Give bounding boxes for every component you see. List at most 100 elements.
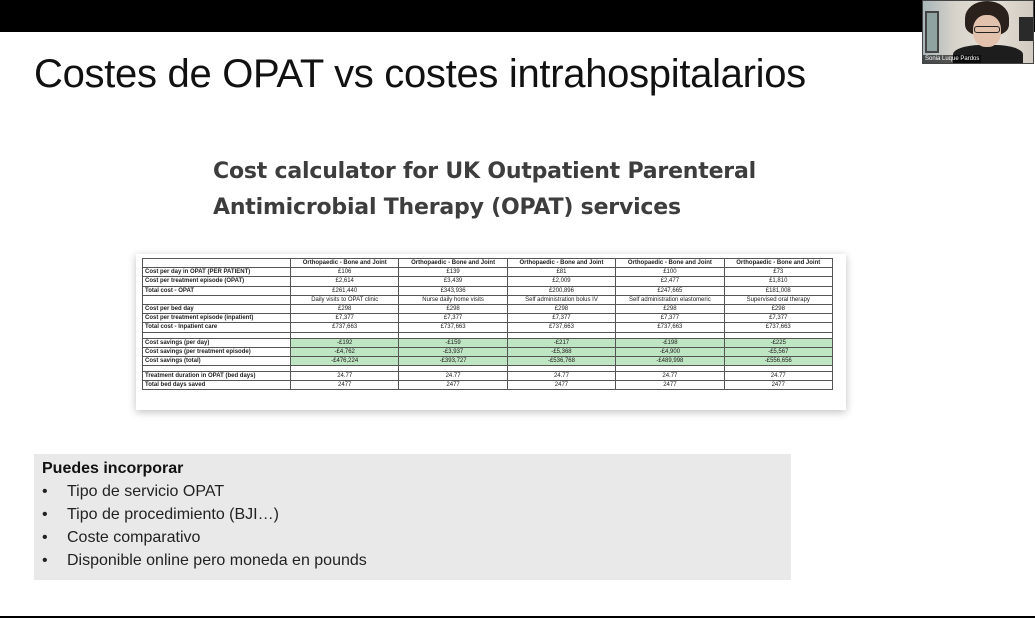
table-cell: Daily visits to OPAT clinic [289,294,400,305]
table-cell: Supervised oral therapy [723,294,833,305]
notes-item: • Tipo de servicio OPAT [42,480,783,503]
notes-item: • Coste comparativo [42,526,783,549]
table-cell: £181,008 [723,285,833,296]
table-cell: £737,663 [289,322,400,333]
row-label: Total cost - Inpatient care [142,322,291,333]
table-cell: 24.77 [398,371,508,382]
bullet-icon: • [42,483,48,500]
calculator-heading-line-2: Antimicrobial Therapy (OPAT) services [213,195,681,220]
row-label: Total bed days saved [142,380,291,391]
table-cell: -£5,368 [506,346,617,357]
notes-item: • Disponible online pero moneda en pounds [42,549,783,572]
table-cell: 2477 [723,380,833,391]
table-cell: £298 [615,303,725,315]
table-cell: Self administration elastomeric [615,294,725,305]
presentation-slide: Costes de OPAT vs costes intrahospitalar… [0,32,1035,616]
table-cell: 24.77 [723,371,833,382]
table-corner-cell [142,257,291,269]
bullet-icon: • [42,506,48,523]
notes-list: • Tipo de servicio OPAT • Tipo de procedim… [42,480,783,572]
top-bar [0,0,1035,32]
table-cell: 24.77 [289,371,400,382]
calculator-heading: Cost calculator for UK Outpatient Parent… [213,154,756,226]
table-cell: 2477 [506,380,617,391]
table-cell: £139 [398,267,508,278]
row-label: Cost per treatment episode (OPAT) [142,276,291,287]
table-cell: £1,810 [723,276,833,287]
table-row: Cost per bed day £298 £298 £298 £298 £298 [142,303,833,315]
participant-face [973,15,1001,47]
table-cell: £247,665 [615,285,725,296]
participant-glasses [974,26,1000,33]
row-label: Cost savings (per day) [142,337,291,348]
notes-item: • Tipo de procedimiento (BJI…) [42,503,783,526]
table-cell: -£225 [723,337,833,348]
table-row: Cost savings (total) -£476,224 -£393,727 -£… [142,355,833,367]
table-cell: 2477 [289,380,400,391]
table-cell: £3,439 [398,276,508,287]
table-column-header: Orthopaedic - Bone and Joint [289,257,400,269]
cost-calculator-table-image: Orthopaedic - Bone and Joint Orthopaedic … [136,254,846,410]
row-label: Cost per day in OPAT (PER PATIENT) [142,267,291,278]
table-cell: £7,377 [723,313,833,324]
table-cell: -£3,937 [398,346,508,357]
slide-title: Costes de OPAT vs costes intrahospitalar… [34,52,806,96]
bullet-icon: • [42,529,48,546]
table-cell: £298 [723,303,833,315]
row-label: Total cost - OPAT [142,285,291,296]
table-cell: 2477 [398,380,508,391]
table-cell: £298 [506,303,617,315]
table-cell: -£198 [615,337,725,348]
participant-video-tile[interactable]: Sonia Luque Pardos [922,0,1034,64]
table-cell: -£192 [289,337,400,348]
participant-name-label: Sonia Luque Pardos [923,55,982,63]
row-label: Cost savings (per treatment episode) [142,346,291,357]
table-cell: -£4,900 [615,346,725,357]
table-column-header: Orthopaedic - Bone and Joint [723,257,833,269]
bottom-bar [0,616,1035,618]
table-cell: 24.77 [506,371,617,382]
table-row: Total cost - Inpatient care £737,663 £737,… [142,322,833,333]
table-cell: £2,009 [506,276,617,287]
table-cell: -£217 [506,337,617,348]
table-cell: £2,614 [289,276,400,287]
table-cell: -£393,727 [398,355,508,367]
table-cell: £7,377 [615,313,725,324]
row-label: Cost savings (total) [142,355,291,367]
table-cell: -£159 [398,337,508,348]
table-cell: £73 [723,267,833,278]
table-row: Cost per treatment episode (inpatient) £7… [142,313,833,324]
table-header-row: Orthopaedic - Bone and Joint Orthopaedic … [142,257,833,269]
table-cell: £298 [289,303,400,315]
row-label: Cost per treatment episode (inpatient) [142,313,291,324]
table-cell: Nurse daily home visits [398,294,508,305]
table-cell: -£556,656 [723,355,833,367]
table-cell: £81 [506,267,617,278]
table-cell: £298 [398,303,508,315]
row-label: Cost per bed day [142,303,291,315]
table-row: Treatment duration in OPAT (bed days) 24.… [142,371,833,382]
table-cell: £7,377 [289,313,400,324]
table-row: Cost savings (per day) -£192 -£159 -£217 -£1… [142,337,833,348]
table-cell: £2,477 [615,276,725,287]
notes-box: Puedes incorporar • Tipo de servicio OPAT… [34,454,791,580]
table-row: Total bed days saved 2477 2477 2477 2477 2477 [142,380,833,391]
table-column-header: Orthopaedic - Bone and Joint [398,257,508,269]
table-column-header: Orthopaedic - Bone and Joint [615,257,725,269]
table-cell: £737,663 [506,322,617,333]
table-column-header: Orthopaedic - Bone and Joint [506,257,617,269]
row-label: Treatment duration in OPAT (bed days) [142,371,291,382]
wall-object [1019,17,1033,41]
bullet-icon: • [42,552,48,569]
row-label [142,294,291,305]
cost-calculator-table: Orthopaedic - Bone and Joint Orthopaedic … [142,257,833,391]
table-cell: -£489,998 [615,355,725,367]
table-cell: £737,663 [723,322,833,333]
table-cell: -£476,224 [289,355,400,367]
table-row: Total cost - OPAT £261,440 £343,936 £200,89… [142,285,833,296]
wall-picture [925,11,939,53]
table-row: Cost savings (per treatment episode) -£4,… [142,346,833,357]
table-cell: £200,896 [506,285,617,296]
table-cell: 2477 [615,380,725,391]
table-cell: £261,440 [289,285,400,296]
